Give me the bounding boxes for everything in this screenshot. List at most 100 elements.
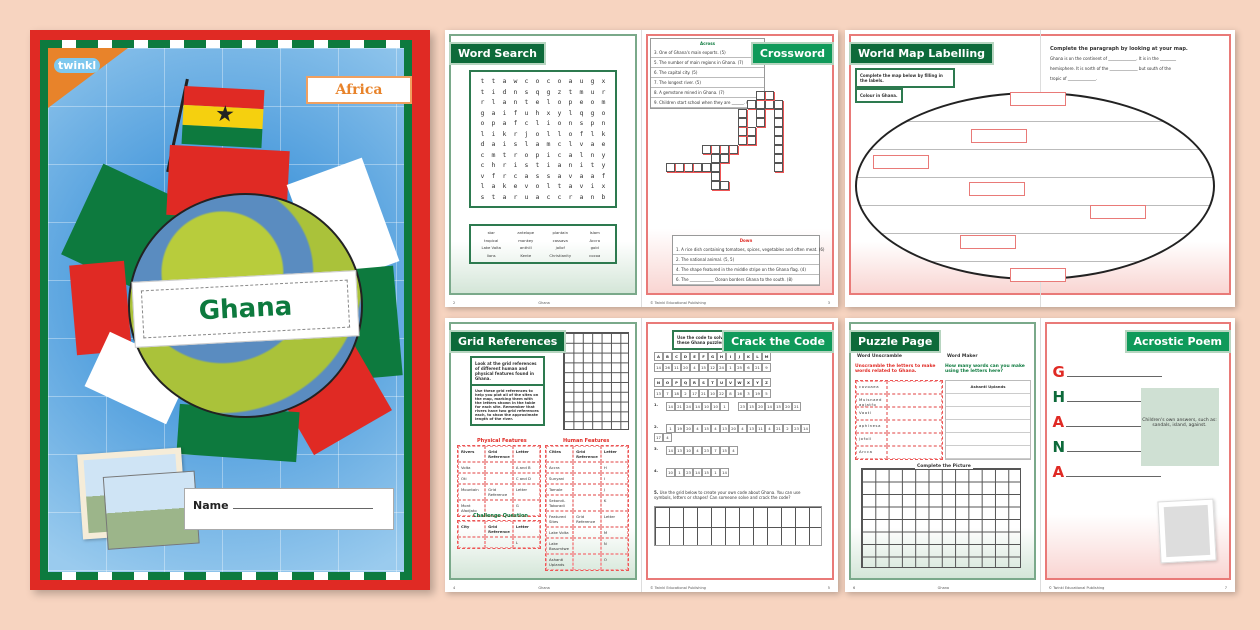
writing-line[interactable] <box>1067 401 1148 402</box>
complete-picture-grid[interactable] <box>861 468 1021 568</box>
code-cell: 20 <box>756 402 765 411</box>
crossword-cell <box>756 100 765 109</box>
grid-letter: e <box>601 140 606 149</box>
code-cell: 4 <box>738 424 747 433</box>
name-label: Name <box>193 499 229 512</box>
word-list-item: Accra <box>589 237 601 243</box>
writing-line[interactable] <box>1066 476 1162 477</box>
grid-letter: p <box>491 119 496 128</box>
name-field[interactable]: Name <box>184 488 394 530</box>
word-list-item: Islam <box>589 230 600 236</box>
code-key-cell: 25 <box>735 363 744 372</box>
crossword-cell <box>738 109 747 118</box>
code-cell: 21 <box>774 424 783 433</box>
grid-letter: n <box>513 87 518 96</box>
grid-letter: x <box>601 77 606 86</box>
grid-letter: c <box>557 150 562 159</box>
code-cell: 15 <box>747 402 756 411</box>
grid-letter: g <box>590 108 595 117</box>
scrambled-word: Muisnaed aajatfo <box>856 394 887 407</box>
answer-line[interactable] <box>886 381 942 394</box>
word-list-item: lions <box>486 252 496 258</box>
code-key-cell: P <box>672 378 681 387</box>
twinkl-logo: twinkl <box>54 58 101 73</box>
page-crack-the-code: Crack the Code Use the code to solve the… <box>641 318 838 592</box>
grid-letter: s <box>546 171 551 180</box>
unscramble-table: covoaea Muisnaed aajatfo Vaotl aphlnesa jofo… <box>855 380 943 460</box>
table-cell: M <box>600 527 628 538</box>
answer-line[interactable] <box>886 446 942 459</box>
code-cell: 20 <box>729 424 738 433</box>
grid-letter: r <box>513 129 518 138</box>
map-label-box[interactable] <box>971 129 1027 143</box>
code-puzzle: 4. 10 1 23 14 15 1 14 <box>654 468 814 477</box>
grid-letter: i <box>546 161 551 170</box>
word-maker-box[interactable]: Ashanti Uplands <box>945 380 1031 460</box>
grid-letter: t <box>557 182 562 191</box>
code-cell: 14 <box>765 402 774 411</box>
grid-letter: l <box>546 129 551 138</box>
answer-line[interactable] <box>886 433 942 446</box>
grid-letter: m <box>546 140 551 149</box>
code-key-cell: 13 <box>654 389 663 398</box>
crossword-cell <box>720 181 729 190</box>
code-key-cell: 7 <box>663 389 672 398</box>
map-label-box[interactable] <box>1090 205 1146 219</box>
grid-letter: i <box>502 108 507 117</box>
table-cell <box>458 537 486 548</box>
code-key-cell: 19 <box>753 389 762 398</box>
grid-letter: n <box>590 192 595 201</box>
map-instruction: Complete the map below by filling in the… <box>855 68 955 88</box>
puzzle-number: 3. <box>654 446 659 451</box>
table-cell <box>573 462 601 473</box>
puzzle-number: 4. <box>654 468 659 473</box>
answer-line[interactable] <box>886 407 942 420</box>
physical-features-table: Rivers Grid Reference Letter Volta A and B Ot… <box>457 445 541 517</box>
code-key-row: 14 26 11 20 4 15 12 24 1 25 6 21 9 <box>654 363 771 372</box>
code-cell: 23 <box>684 468 693 477</box>
grid-letter: u <box>579 77 584 86</box>
acrostic-line: A <box>1053 463 1162 481</box>
code-cell: 13 <box>747 424 756 433</box>
code-cell: 23 <box>702 446 711 455</box>
region-label: Africa <box>306 76 412 104</box>
code-key-cell: 17 <box>690 389 699 398</box>
map-label-box[interactable] <box>969 182 1025 196</box>
answer-line[interactable] <box>886 420 942 433</box>
code-cell: 24 <box>684 402 693 411</box>
code-cell: 17 <box>654 433 663 442</box>
crossword-cell <box>738 127 747 136</box>
grid-letter: m <box>601 98 606 107</box>
code-cell: 10 <box>711 402 720 411</box>
human-heading: Human Features <box>563 438 610 444</box>
grid-letter: m <box>491 150 496 159</box>
code-cell: 21 <box>675 402 684 411</box>
clue: 5. The number of main regions in Ghana. … <box>651 58 764 68</box>
code-key-cell: 6 <box>744 363 753 372</box>
writing-line[interactable] <box>1067 451 1148 452</box>
table-cell: Ashanti Uplands <box>546 554 574 570</box>
map-label-box[interactable] <box>960 235 1016 249</box>
grid-letter: o <box>480 119 485 128</box>
word-maker-heading: Word Maker <box>947 354 978 359</box>
grid-map <box>563 332 629 430</box>
code-cell: 4 <box>663 433 672 442</box>
answer-line[interactable] <box>886 394 942 407</box>
code-puzzle: 2. 1 19 20 4 15 4 13 20 4 13 11 4 21 2 23 14 17 4 <box>654 424 814 442</box>
table-cell: J <box>600 484 628 495</box>
writing-line[interactable] <box>1066 376 1162 377</box>
word-list-item: jollof <box>555 245 565 251</box>
map-label-box[interactable] <box>1010 92 1066 106</box>
code-cell: 14 <box>801 424 810 433</box>
across-clues: Across 3. One of Ghana's main exports. (5… <box>650 38 765 109</box>
map-label-box[interactable] <box>1010 268 1066 282</box>
code-cell: 10 <box>702 402 711 411</box>
own-code-grid[interactable] <box>654 506 822 546</box>
code-cell: 11 <box>756 424 765 433</box>
writing-line[interactable] <box>1066 426 1147 427</box>
map-label-box[interactable] <box>873 155 929 169</box>
grid-letter: o <box>524 150 529 159</box>
grid-letter: m <box>579 87 584 96</box>
grid-letter: k <box>502 129 507 138</box>
acrostic-letter: G <box>1052 363 1065 381</box>
